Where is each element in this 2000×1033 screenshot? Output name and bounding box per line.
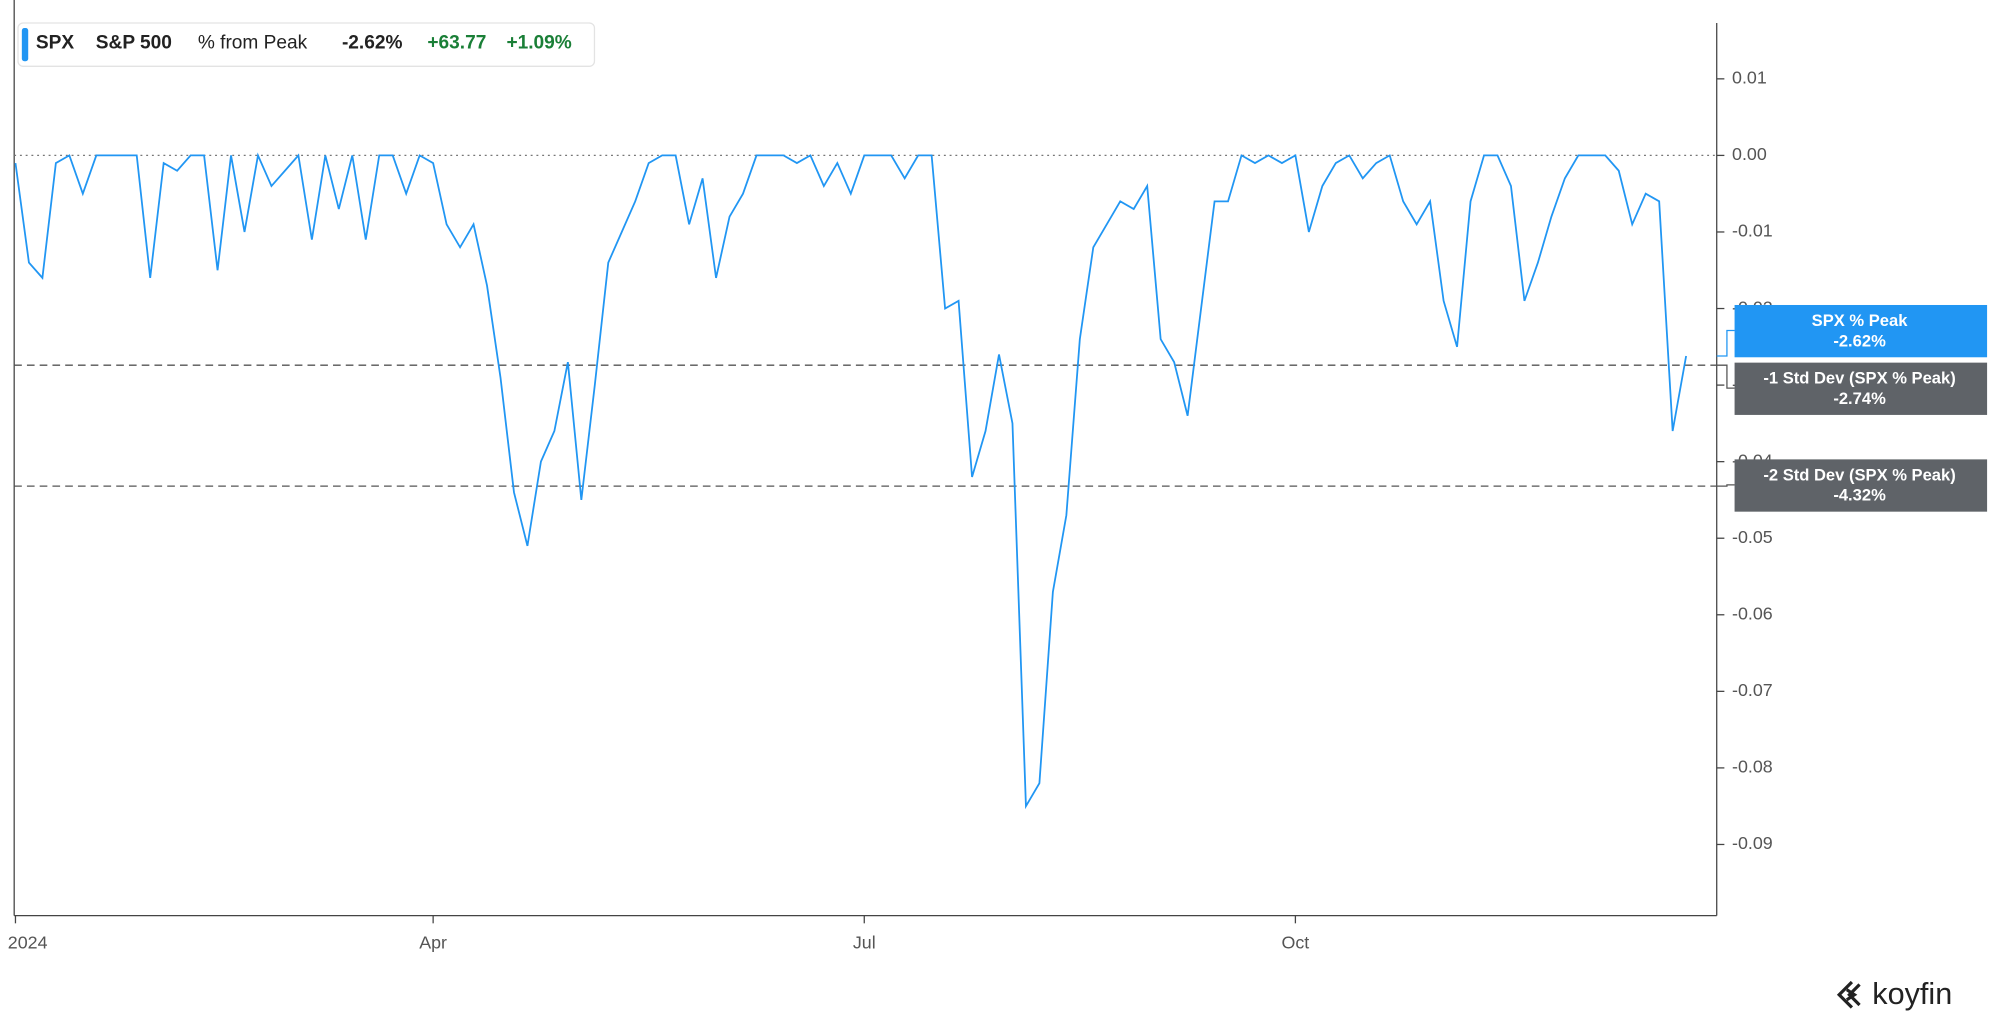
logo: koyfin xyxy=(1836,977,1952,1011)
y-tick-label: -0.01 xyxy=(1732,221,1773,241)
series-connector xyxy=(1716,329,1735,357)
legend-color xyxy=(21,28,29,62)
reference-label-box xyxy=(1734,459,1988,512)
logo-icon xyxy=(1836,980,1861,1009)
legend-box xyxy=(17,22,596,67)
y-tick-label: -0.08 xyxy=(1732,757,1773,777)
y-tick-label: 0.01 xyxy=(1732,68,1767,88)
reference-label-value: -4.32% xyxy=(1833,486,1886,505)
y-tick-label: -0.09 xyxy=(1732,833,1773,853)
change: +63.77 xyxy=(427,32,486,53)
series-label-box xyxy=(1734,304,1988,358)
series-label-name: SPX % Peak xyxy=(1812,311,1909,330)
y-tick-label: -0.07 xyxy=(1732,680,1773,700)
reference-label-value: -2.74% xyxy=(1833,389,1886,408)
series-line xyxy=(14,152,1687,810)
change-pct: +1.09% xyxy=(506,32,571,53)
logo-text: koyfin xyxy=(1872,977,1952,1011)
y-tick-label: 0.00 xyxy=(1732,144,1767,164)
reference-connector xyxy=(1716,364,1735,389)
metric: % from Peak xyxy=(198,32,308,53)
y-tick-label: -0.05 xyxy=(1732,527,1773,547)
x-tick-label: Jul xyxy=(853,932,876,952)
instrument-name: S&P 500 xyxy=(96,32,172,53)
y-tick-label: -0.06 xyxy=(1732,604,1773,624)
reference-connector xyxy=(1716,484,1735,487)
series-label-value: -2.62% xyxy=(1833,331,1886,350)
ticker: SPX xyxy=(36,32,74,53)
reference-label-box xyxy=(1734,362,1988,415)
x-tick-label: Apr xyxy=(419,932,447,952)
reference-label-name: -2 Std Dev (SPX % Peak) xyxy=(1763,465,1955,484)
reference-label-name: -1 Std Dev (SPX % Peak) xyxy=(1763,369,1955,388)
x-tick-label: Oct xyxy=(1282,932,1310,952)
x-tick-label: 2024 xyxy=(8,932,48,952)
current-value: -2.62% xyxy=(342,32,403,53)
